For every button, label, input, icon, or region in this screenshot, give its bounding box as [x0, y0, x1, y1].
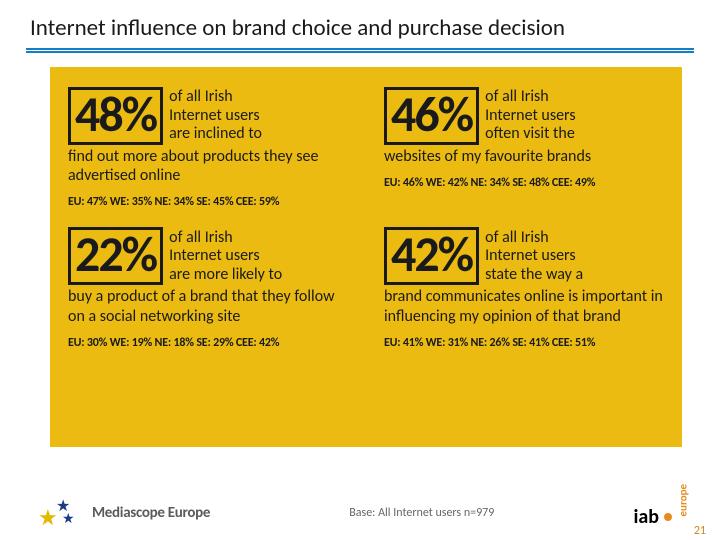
stars-icon: ★ ★ ★ [38, 496, 84, 530]
stat-regions: EU: 47% WE: 35% NE: 34% SE: 45% CEE: 59% [68, 195, 348, 209]
stat-regions: EU: 41% WE: 31% NE: 26% SE: 41% CEE: 51% [384, 336, 664, 350]
iab-europe-text: europe [677, 503, 690, 517]
mediascope-logo: ★ ★ ★ Mediascope Europe [38, 496, 210, 530]
stat-regions: EU: 46% WE: 42% NE: 34% SE: 48% CEE: 49% [384, 176, 664, 190]
stat-lead: of all Irish Internet users are more lik… [169, 229, 282, 284]
stats-panel: 48% of all Irish Internet users are incl… [50, 67, 682, 447]
base-text: Base: All Internet users n=979 [210, 506, 633, 530]
stat-lead: of all Irish Internet users often visit … [485, 88, 575, 143]
page-title: Internet influence on brand choice and p… [0, 0, 720, 48]
iab-logo: iab europe [633, 503, 690, 530]
stat-lead: of all Irish Internet users are inclined… [169, 88, 262, 143]
mediascope-logo-text: Mediascope Europe [92, 504, 210, 522]
stats-grid: 48% of all Irish Internet users are incl… [68, 87, 664, 350]
stat-continuation: find out more about products they see ad… [68, 147, 348, 185]
stat-block: 22% of all Irish Internet users are more… [68, 227, 348, 349]
stat-continuation: buy a product of a brand that they follo… [68, 287, 348, 325]
stat-block: 46% of all Irish Internet users often vi… [384, 87, 664, 209]
iab-dot-icon [664, 513, 672, 521]
page-number: 21 [694, 524, 706, 538]
stat-block: 48% of all Irish Internet users are incl… [68, 87, 348, 209]
stat-big-number: 42% [384, 227, 479, 285]
stat-continuation: websites of my favourite brands [384, 147, 664, 166]
stat-lead: of all Irish Internet users state the wa… [485, 229, 583, 284]
stat-big-number: 46% [384, 87, 479, 145]
stat-big-number: 48% [68, 87, 163, 145]
stat-continuation: brand communicates online is important i… [384, 287, 664, 325]
stat-regions: EU: 30% WE: 19% NE: 18% SE: 29% CEE: 42% [68, 336, 348, 350]
footer: ★ ★ ★ Mediascope Europe Base: All Intern… [0, 496, 720, 530]
stat-block: 42% of all Irish Internet users state th… [384, 227, 664, 349]
iab-logo-text: iab [633, 505, 659, 529]
title-rule [26, 48, 694, 53]
stat-big-number: 22% [68, 227, 163, 285]
